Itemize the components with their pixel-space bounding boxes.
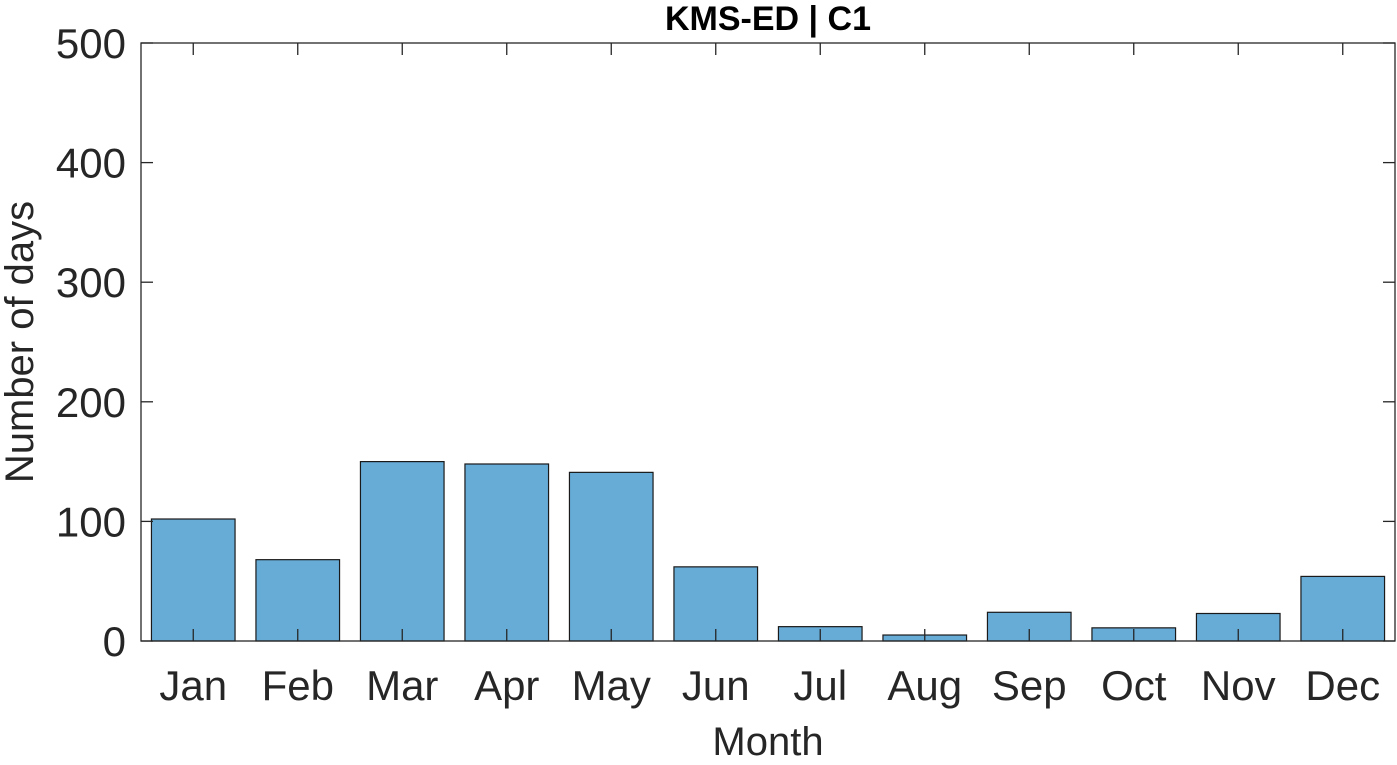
chart-title: KMS-ED | C1 [665,0,871,38]
x-tick-label: Mar [366,662,438,709]
y-tick-label: 0 [103,618,126,665]
x-tick-label: Jan [159,662,227,709]
y-tick-label: 400 [56,140,126,187]
x-tick-label: Sep [992,662,1067,709]
x-tick-label: Feb [262,662,334,709]
x-tick-label: Oct [1101,662,1167,709]
y-tick-label: 100 [56,498,126,545]
x-tick-label: Dec [1305,662,1380,709]
y-tick-label: 500 [56,20,126,67]
x-tick-label: Jul [793,662,847,709]
bar-jun [673,566,759,642]
bars-layer [150,461,1386,642]
axes-layer [140,42,1396,642]
bar-apr [464,463,550,642]
y-tick-label: 200 [56,379,126,426]
y-tick-labels: 0 100 200 300 400 500 [56,20,126,665]
bar-feb [255,559,341,642]
y-tick-label: 300 [56,259,126,306]
x-tick-label: Nov [1201,662,1276,709]
y-axis-title: Number of days [0,201,42,483]
x-tick-label: Jun [682,662,750,709]
plot-box [140,42,1396,642]
x-tick-label: May [572,662,651,709]
x-tick-label: Aug [887,662,962,709]
bar-jan [150,518,236,642]
x-axis-title: Month [712,720,823,760]
bar-mar [359,461,445,642]
x-tick-label: Apr [474,662,539,709]
bar-may [568,471,654,642]
x-tick-labels: Jan Feb Mar Apr May Jun Jul Aug Sep Oct Nov Dec [159,662,1380,709]
